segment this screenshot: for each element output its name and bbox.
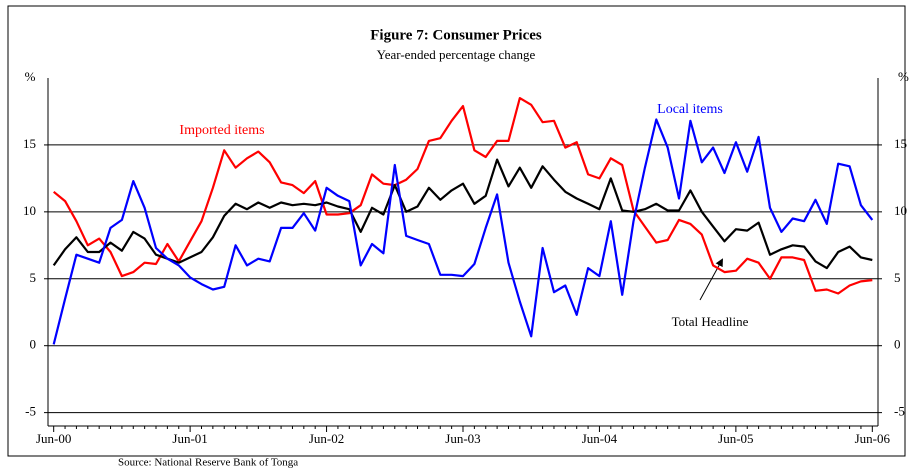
y2-tick-label: 0 [894, 337, 901, 352]
annotation: Local items [657, 102, 723, 117]
y2-tick-label: 15 [894, 136, 907, 151]
y2-tick-label: 5 [894, 270, 901, 285]
chart-subtitle: Year-ended percentage change [377, 47, 536, 62]
y-tick-label: 10 [23, 203, 36, 218]
y-label: % [25, 69, 36, 84]
series-line [52, 118, 874, 345]
chart-title: Figure 7: Consumer Prices [370, 27, 542, 43]
x-tick-label: Jun-04 [582, 431, 618, 446]
series-line [53, 97, 873, 295]
x-tick-label: Jun-03 [445, 431, 480, 446]
series-line [52, 158, 873, 270]
annotation-arrow [699, 258, 723, 301]
y2-tick-label: -5 [894, 404, 905, 419]
x-tick-label: Jun-00 [36, 431, 71, 446]
x-tick-label: Jun-01 [172, 431, 207, 446]
frame [7, 5, 906, 457]
y-tick-label: 15 [23, 136, 36, 151]
y2-tick-label: 10 [894, 203, 907, 218]
y-tick-label: -5 [25, 404, 36, 419]
x-tick-label: Jun-06 [855, 431, 891, 446]
annotation: Imported items [179, 123, 264, 138]
y-tick-label: 5 [30, 270, 37, 285]
annotation: Total Headline [672, 314, 749, 329]
x-tick-label: Jun-05 [718, 431, 753, 446]
source: Source: National Reserve Bank of Tonga [118, 457, 298, 469]
y2-label: % [898, 69, 909, 84]
x-tick-label: Jun-02 [309, 431, 344, 446]
y-tick-label: 0 [30, 337, 37, 352]
